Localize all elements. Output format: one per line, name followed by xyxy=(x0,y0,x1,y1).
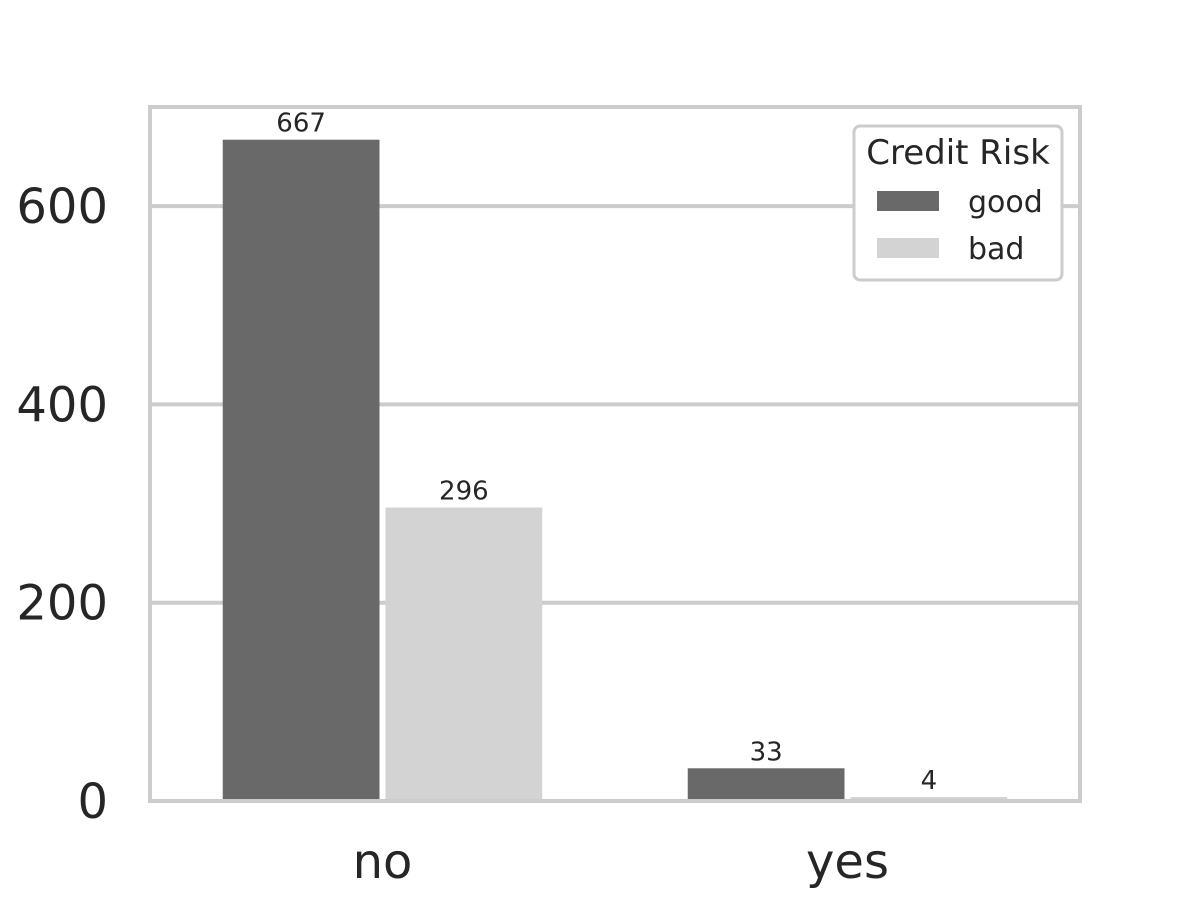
bar-no-good xyxy=(222,139,380,799)
data-label-yes-good: 33 xyxy=(750,737,783,767)
x-tick-label-no: no xyxy=(353,834,413,890)
legend-title: Credit Risk xyxy=(866,133,1050,173)
x-tick-label-yes: yes xyxy=(806,834,889,890)
y-axis-ticks: 0 200 400 600 xyxy=(16,179,108,830)
x-axis-ticks: no yes xyxy=(353,834,889,890)
data-label-no-good: 667 xyxy=(276,109,326,139)
legend-entries: good bad xyxy=(877,185,1043,267)
bar-yes-good xyxy=(687,768,845,799)
legend: Credit Risk good bad xyxy=(852,124,1064,282)
data-label-no-bad: 296 xyxy=(439,477,489,507)
data-label-yes-bad: 4 xyxy=(921,766,938,796)
bar-no-bad xyxy=(385,507,543,799)
axes-frame xyxy=(148,105,1082,803)
data-labels: 667 296 33 4 xyxy=(276,109,937,796)
y-tick-label: 200 xyxy=(16,576,108,632)
y-tick-label: 400 xyxy=(16,377,108,433)
y-tick-label: 0 xyxy=(77,774,108,830)
legend-swatch-good xyxy=(877,191,939,211)
y-tick-label: 600 xyxy=(16,179,108,235)
legend-label-good: good xyxy=(968,185,1043,220)
bar-yes-bad xyxy=(850,797,1008,799)
legend-label-bad: bad xyxy=(968,232,1024,267)
legend-swatch-bad xyxy=(877,238,939,258)
bars xyxy=(222,139,1008,799)
